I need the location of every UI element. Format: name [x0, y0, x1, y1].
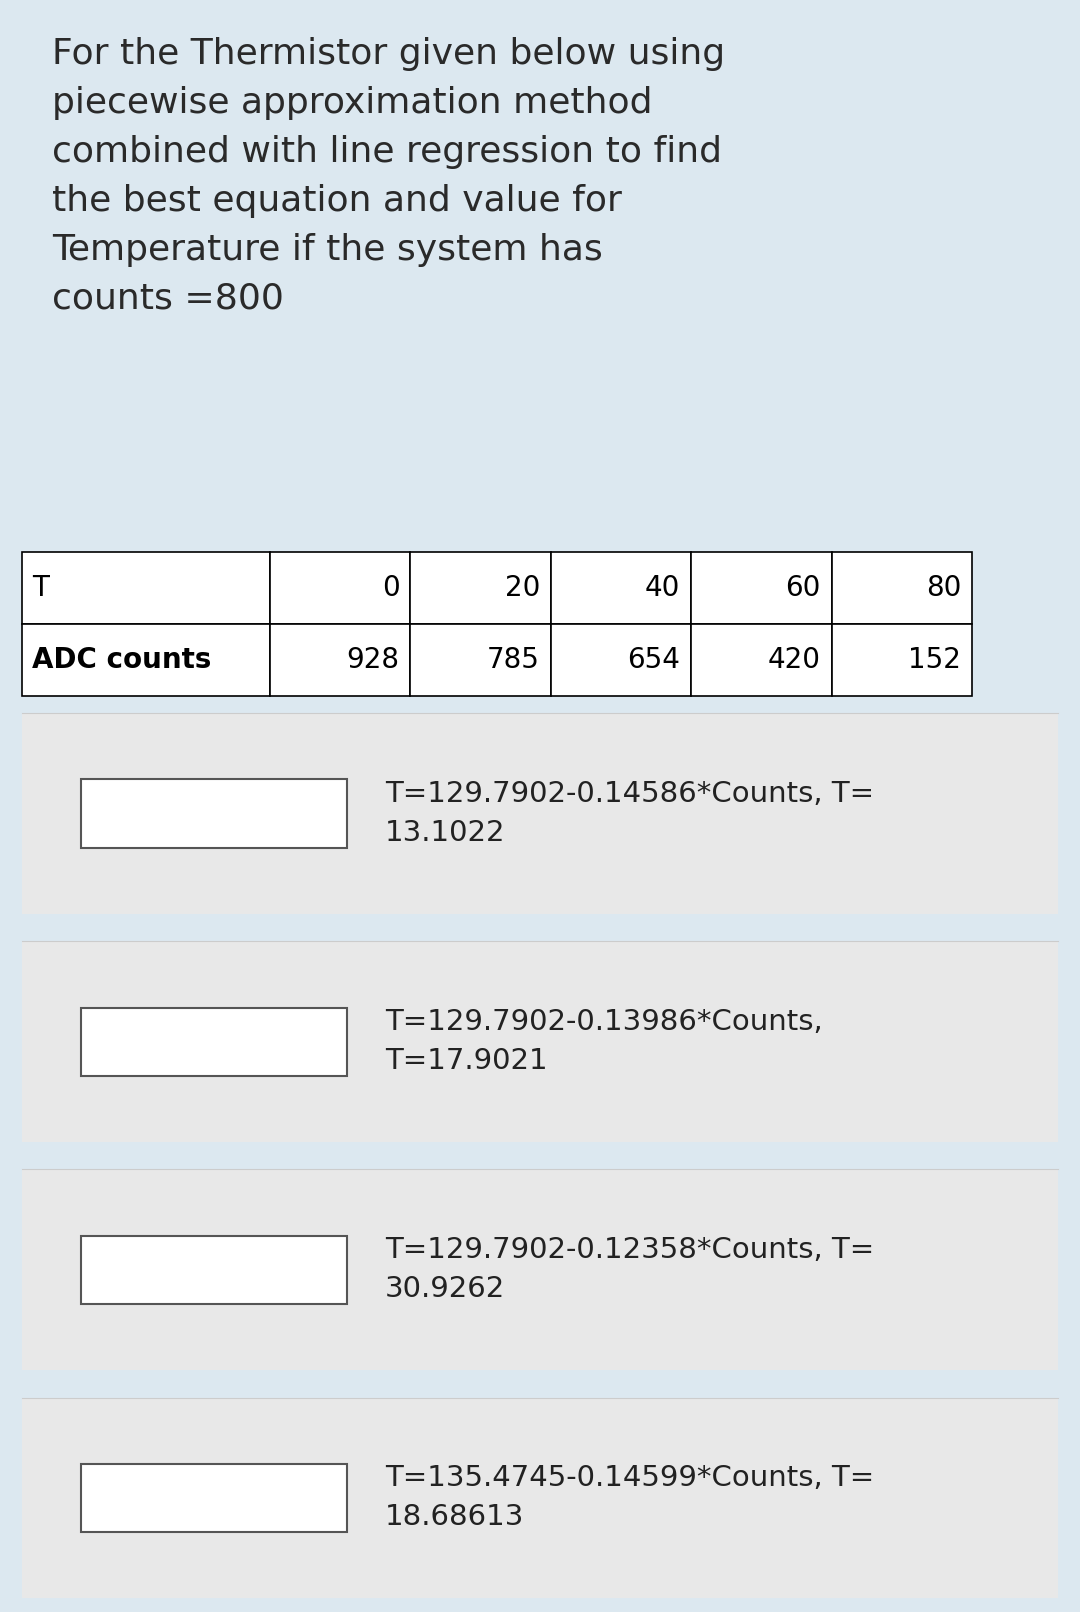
- Text: 60: 60: [785, 574, 821, 603]
- FancyBboxPatch shape: [22, 1169, 1058, 1370]
- Text: 20: 20: [504, 574, 540, 603]
- FancyBboxPatch shape: [81, 779, 347, 848]
- Text: T: T: [32, 574, 50, 603]
- FancyBboxPatch shape: [81, 1236, 347, 1304]
- Bar: [551, 624, 691, 696]
- Text: T=135.4745-0.14599*Counts, T=
18.68613: T=135.4745-0.14599*Counts, T= 18.68613: [384, 1464, 874, 1531]
- Bar: [832, 624, 972, 696]
- Text: 0: 0: [382, 574, 400, 603]
- Bar: [691, 553, 832, 624]
- FancyBboxPatch shape: [81, 1464, 347, 1531]
- Text: ADC counts: ADC counts: [32, 646, 212, 674]
- FancyBboxPatch shape: [22, 713, 1058, 914]
- Text: T=129.7902-0.12358*Counts, T=
30.9262: T=129.7902-0.12358*Counts, T= 30.9262: [384, 1236, 874, 1304]
- Text: For the Thermistor given below using
piecewise approximation method
combined wit: For the Thermistor given below using pie…: [52, 37, 725, 316]
- Bar: [270, 553, 410, 624]
- Bar: [410, 553, 551, 624]
- Bar: [691, 624, 832, 696]
- Text: 152: 152: [908, 646, 961, 674]
- Text: 785: 785: [487, 646, 540, 674]
- Bar: [410, 624, 551, 696]
- Text: 420: 420: [768, 646, 821, 674]
- FancyBboxPatch shape: [22, 941, 1058, 1141]
- Text: 928: 928: [347, 646, 400, 674]
- Bar: [832, 553, 972, 624]
- Text: T=129.7902-0.14586*Counts, T=
13.1022: T=129.7902-0.14586*Counts, T= 13.1022: [384, 780, 874, 846]
- Text: T=129.7902-0.13986*Counts,
T=17.9021: T=129.7902-0.13986*Counts, T=17.9021: [384, 1008, 823, 1075]
- Bar: [270, 624, 410, 696]
- FancyBboxPatch shape: [22, 1398, 1058, 1599]
- Text: 80: 80: [926, 574, 961, 603]
- Bar: [551, 553, 691, 624]
- FancyBboxPatch shape: [81, 1008, 347, 1075]
- Text: 654: 654: [627, 646, 680, 674]
- Bar: [22, 553, 270, 624]
- Bar: [22, 624, 270, 696]
- Text: 40: 40: [645, 574, 680, 603]
